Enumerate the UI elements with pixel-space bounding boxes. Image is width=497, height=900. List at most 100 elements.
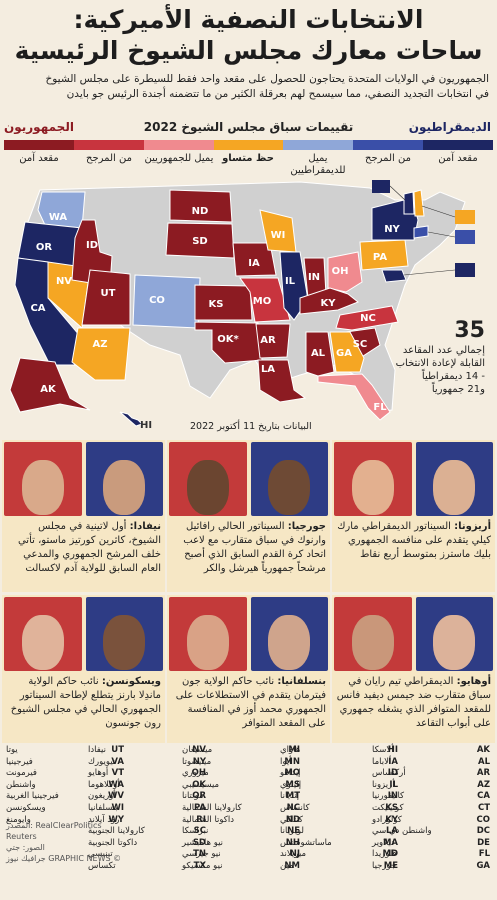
state-AZ — [71, 327, 131, 381]
scale-label-tossup: حظ متساو — [222, 153, 274, 164]
intro-text: الجمهوريون في الولايات المتحدة يحتاجون ل… — [8, 72, 489, 102]
candidate-photo — [169, 442, 247, 516]
state-MD — [381, 269, 407, 283]
state-code: IN — [387, 791, 398, 802]
state-code: TN — [193, 849, 206, 860]
panel-text: نائب حاكم الولاية ماندِلا بارنز يتطلع لإ… — [10, 676, 161, 729]
abbr-row: أوكلاهوما OK — [88, 780, 206, 792]
map-label-ID: ID — [86, 240, 98, 251]
callout-box-CT — [455, 230, 475, 244]
state-name: ديلاوير — [372, 837, 395, 848]
abbr-row: فيرجينيا الغربية WV — [6, 791, 124, 803]
state-name: فيرجينيا — [6, 756, 33, 767]
state-code: RI — [196, 814, 206, 825]
abbr-row: نيو مكسيكو NM — [182, 861, 300, 873]
state-name: واشنطن — [6, 779, 36, 790]
candidate-photo — [4, 442, 82, 516]
state-UT — [81, 269, 131, 326]
abbr-row: كولورادو CO — [372, 815, 490, 827]
state-code: MD — [382, 849, 398, 860]
state-code: WY — [108, 814, 124, 825]
map-label-NY: NY — [384, 224, 400, 235]
panel-ohio: أوهايو: الديمقراطي تيم رايان في سباق متق… — [332, 595, 495, 743]
abbr-row: كاليفورنيا CA — [372, 791, 490, 803]
state-code: WV — [108, 791, 124, 802]
state-code: ME — [383, 860, 398, 871]
intro-line-2: في انتخابات التجديد النصفي، مما سيسمح له… — [66, 88, 489, 100]
scale-label-likely-r: من المرجح — [86, 153, 132, 164]
abbr-row: إلينوي IL — [280, 780, 398, 792]
panel-state-name: جورجيا: — [287, 521, 326, 532]
abbr-column: نيفادا NV نيويورك NY أوهايو OH أوكلاهوما OK أوري… — [88, 745, 206, 873]
abbr-row: ماساتشوستس MA — [280, 838, 398, 850]
abbr-row: ميزوري MO — [182, 768, 300, 780]
scale-label-safe-d: مقعد آمن — [438, 153, 478, 164]
abbr-row: أيوا IA — [280, 757, 398, 769]
state-code: NC — [286, 802, 300, 813]
note-line-3: - 14 ديمقراطياً — [421, 371, 485, 382]
state-code: FL — [478, 849, 490, 860]
state-name: أريزونا — [372, 779, 395, 790]
state-name: فلوريدا — [372, 849, 397, 860]
state-code: UT — [111, 745, 124, 755]
state-code: NV — [192, 745, 206, 755]
scale-label-likely-d: من المرجح — [365, 153, 411, 164]
map-label-AL: AL — [311, 348, 326, 359]
abbr-row: داكوتا الشمالية ND — [182, 815, 300, 827]
panel-georgia: جورجيا: السيناتور الحالي رافائيل وارنوك … — [167, 440, 330, 592]
legend-republicans: الجمهوريون — [4, 120, 74, 134]
state-code: AR — [476, 768, 490, 779]
state-code: IL — [389, 779, 398, 790]
map-label-IN: IN — [308, 272, 320, 283]
state-name: كنتاكي — [280, 814, 303, 825]
state-CO — [132, 274, 201, 329]
map-label-HI: HI — [140, 420, 152, 431]
state-name: ألاباما — [372, 756, 392, 767]
state-name: يوتا — [6, 745, 18, 755]
state-code: KY — [385, 814, 398, 825]
state-name: ماساتشوستس — [280, 837, 332, 848]
scale-likely-r — [73, 140, 144, 150]
abbr-row: جورجيا GA — [372, 861, 490, 873]
state-name: كارولاينا الشمالية — [182, 802, 242, 813]
state-IA — [232, 242, 277, 277]
state-code: NE — [287, 826, 300, 837]
state-name: كونيتيكت — [372, 802, 404, 813]
map-label-OR: OR — [36, 242, 53, 253]
scale-label-lean-d: يميل للديمقراطيين — [290, 153, 346, 176]
state-code: PA — [193, 802, 206, 813]
state-code: SD — [192, 837, 206, 848]
legend-title: تقييمات سباق مجلس الشيوخ 2022 — [143, 120, 354, 134]
state-name: ويسكونسن — [6, 802, 46, 813]
candidate-photo — [85, 442, 163, 516]
state-PA — [359, 239, 409, 271]
state-name: ألاسكا — [372, 745, 394, 755]
abbr-row: تينيسي TN — [88, 849, 206, 861]
state-code: NY — [192, 756, 206, 767]
state-code: WA — [108, 779, 124, 790]
map-label-OH: OH — [332, 266, 349, 277]
state-OH — [327, 251, 363, 293]
state-code: HI — [387, 745, 398, 755]
state-NC — [335, 305, 399, 331]
scale-label-safe-r: مقعد آمن — [19, 153, 59, 164]
candidate-photo — [169, 597, 247, 671]
legend-democrats: الديمقراطيون — [408, 120, 491, 134]
abbr-column: هاواي HI أيوا IA إيداهو ID إلينوي IL إنديانا IN كا… — [280, 745, 398, 873]
state-name: جورجيا — [372, 860, 397, 871]
map-label-UT: UT — [101, 288, 116, 299]
abbr-row: كانساس KS — [280, 803, 398, 815]
abbr-row: نيو جيرسي NJ — [182, 849, 300, 861]
state-code: NJ — [289, 849, 300, 860]
map-label-SD: SD — [192, 236, 208, 247]
panel-text: أول لاتينية في مجلس الشيوخ، كاثرين كورتي… — [17, 521, 161, 574]
panel-state-name: ويسكونسن: — [101, 676, 161, 687]
state-code: OR — [192, 791, 206, 802]
abbr-row: واشنطن WA — [6, 780, 124, 792]
callout-box-VT — [372, 180, 390, 193]
state-code: LA — [386, 826, 398, 837]
state-KS — [194, 284, 253, 321]
state-code: OH — [191, 768, 206, 779]
panel-state-name: نيفادا: — [129, 521, 161, 532]
candidate-photo — [415, 442, 493, 516]
